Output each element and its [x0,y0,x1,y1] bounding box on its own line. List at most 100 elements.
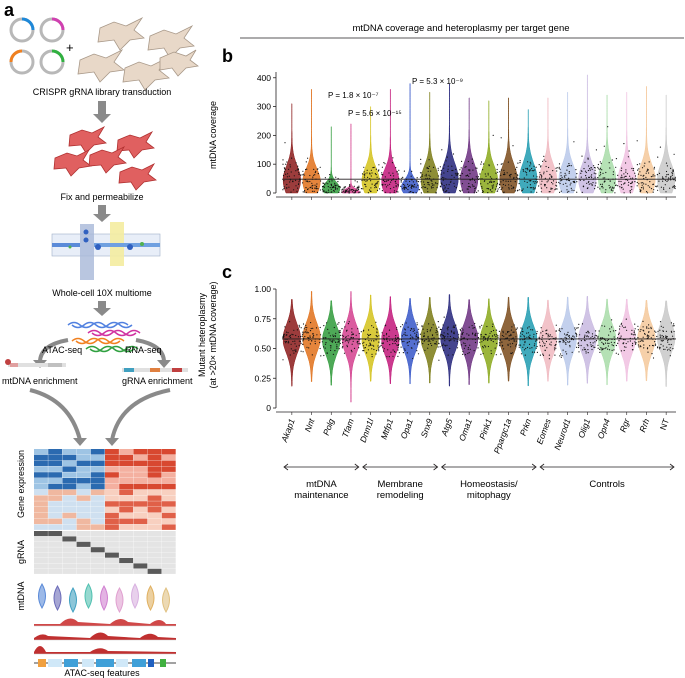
data-point [510,346,512,348]
data-point [518,346,520,348]
data-point [320,355,322,357]
data-point [585,332,587,334]
y-tick-label: 0.25 [254,373,271,383]
mini-violin [115,587,124,613]
group-label: mitophagy [467,490,511,501]
data-point [612,171,615,173]
data-point [573,189,575,192]
data-point [548,354,551,356]
data-point [509,343,511,345]
heatmap-cell [90,460,105,467]
data-point [397,355,399,357]
data-point [462,350,464,353]
grna-cell [147,568,162,574]
grna-cell [147,531,162,537]
data-point [387,184,389,186]
data-point [560,353,562,355]
data-point [545,160,547,162]
data-point [649,181,651,183]
data-point [632,177,634,179]
data-point [637,337,639,339]
data-point [295,162,297,164]
data-point [355,334,357,336]
data-point [663,187,665,189]
data-point [673,330,675,333]
grna-cell [76,568,91,574]
data-point [361,173,364,175]
data-point [610,341,613,343]
data-point [368,345,370,347]
heatmap-cell [76,501,91,507]
data-point [527,161,529,163]
data-point [319,166,321,168]
panel-c-ylabel: Mutant heteroplasmy (at >20× mtDNA cover… [197,281,218,388]
data-point [283,180,285,182]
data-point [370,180,372,182]
data-point [315,187,317,189]
data-point [640,187,643,189]
data-point [440,173,442,175]
data-point [648,172,650,174]
p-value-annotation: P = 5.6 × 10⁻¹⁵ [348,109,402,118]
data-point [467,347,469,349]
data-point [475,335,477,337]
data-point [495,188,497,190]
data-point [555,337,557,339]
data-point [379,345,381,347]
data-point [604,177,606,179]
data-point [648,324,650,326]
data-point [516,190,519,192]
data-point [534,169,536,171]
data-point [620,180,622,183]
grna-cell [62,536,77,542]
data-point [479,327,481,329]
data-point [597,337,599,339]
data-point [423,340,425,342]
data-point [549,177,551,179]
data-point [320,180,322,182]
data-point [562,183,564,185]
heatmap-cell [133,524,148,530]
data-point [468,185,470,188]
grna-cell [133,536,148,542]
data-point [552,180,555,182]
data-point [282,337,284,339]
grna-cell [90,547,105,553]
data-point [539,345,541,347]
data-point [435,341,437,343]
data-point [326,322,328,324]
data-point [480,163,482,165]
data-point [469,173,471,175]
data-point [443,316,445,318]
data-point [654,344,657,346]
x-tick-label: Atg5 [439,417,455,438]
heatmap-cell [34,507,48,513]
data-point [471,333,474,335]
data-point [552,170,554,172]
data-point [388,356,390,358]
data-point [488,335,490,337]
data-point [657,347,659,349]
data-point [453,325,455,327]
data-point [416,322,418,324]
data-point [314,171,316,174]
heatmap-cell [76,454,91,461]
data-point [398,340,400,342]
data-point [323,190,325,192]
heatmap-cell [62,472,77,478]
heatmap-cell [105,472,119,478]
data-point [646,327,648,329]
data-point [302,182,304,184]
data-point [601,347,603,349]
data-point [607,348,609,350]
data-point [349,339,351,341]
data-point [351,331,353,333]
data-point [374,173,376,175]
data-point [304,190,306,192]
data-point [477,176,479,178]
data-point [623,349,625,352]
heatmap-cell [105,454,119,461]
arrowheads-icon [73,438,119,446]
data-point [468,182,470,185]
